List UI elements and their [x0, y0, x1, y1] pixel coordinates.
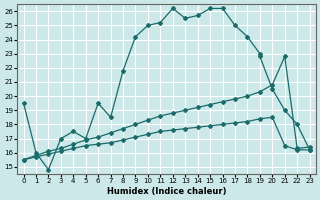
X-axis label: Humidex (Indice chaleur): Humidex (Indice chaleur) — [107, 187, 226, 196]
